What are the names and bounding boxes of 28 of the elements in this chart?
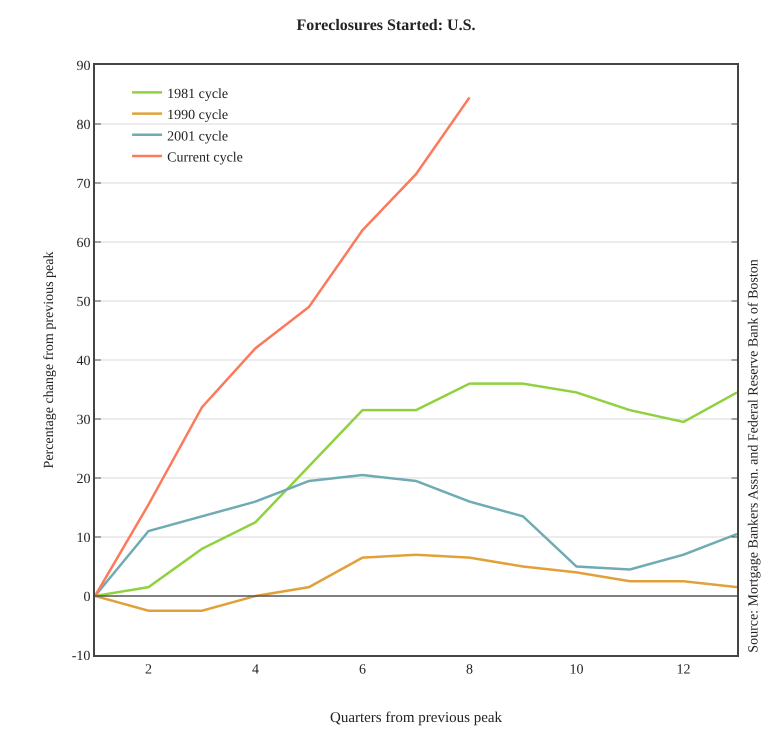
legend-label: 1990 cycle — [167, 108, 228, 124]
y-tick-label: 50 — [76, 294, 90, 310]
y-tick-label: -10 — [72, 648, 90, 664]
y-tick-label: 20 — [76, 472, 90, 487]
y-tick-label: 80 — [76, 118, 90, 133]
x-tick-label: 2 — [145, 662, 152, 678]
line-series — [95, 553, 737, 612]
y-tick-label: 60 — [76, 236, 90, 251]
y-tick-label: 70 — [76, 176, 90, 192]
x-tick-label: 10 — [570, 662, 584, 678]
x-tick-label: 4 — [252, 662, 259, 678]
y-tick-label: 30 — [76, 412, 90, 428]
line-series — [95, 382, 737, 598]
legend-label: 1981 cycle — [167, 86, 228, 102]
legend-label: Current cycle — [167, 150, 243, 166]
x-axis-title: Quarters from previous peak — [330, 710, 503, 726]
y-tick-label: 40 — [76, 354, 90, 369]
y-axis-title: Percentage change from previous peak — [42, 252, 57, 468]
y-tick-label: 90 — [76, 58, 90, 74]
source-note: Source: Mortgage Bankers Assn. and Federal Reserve Bank of Boston — [746, 259, 762, 653]
y-tick-label: 0 — [83, 590, 90, 605]
line-series — [95, 474, 737, 598]
chart-title: Foreclosures Started: U.S. — [296, 16, 476, 34]
legend-label: 2001 cycle — [167, 129, 228, 144]
x-tick-label: 6 — [359, 662, 366, 678]
x-tick-label: 12 — [676, 662, 690, 678]
x-tick-label: 8 — [466, 662, 473, 678]
y-tick-label: 10 — [76, 530, 90, 546]
